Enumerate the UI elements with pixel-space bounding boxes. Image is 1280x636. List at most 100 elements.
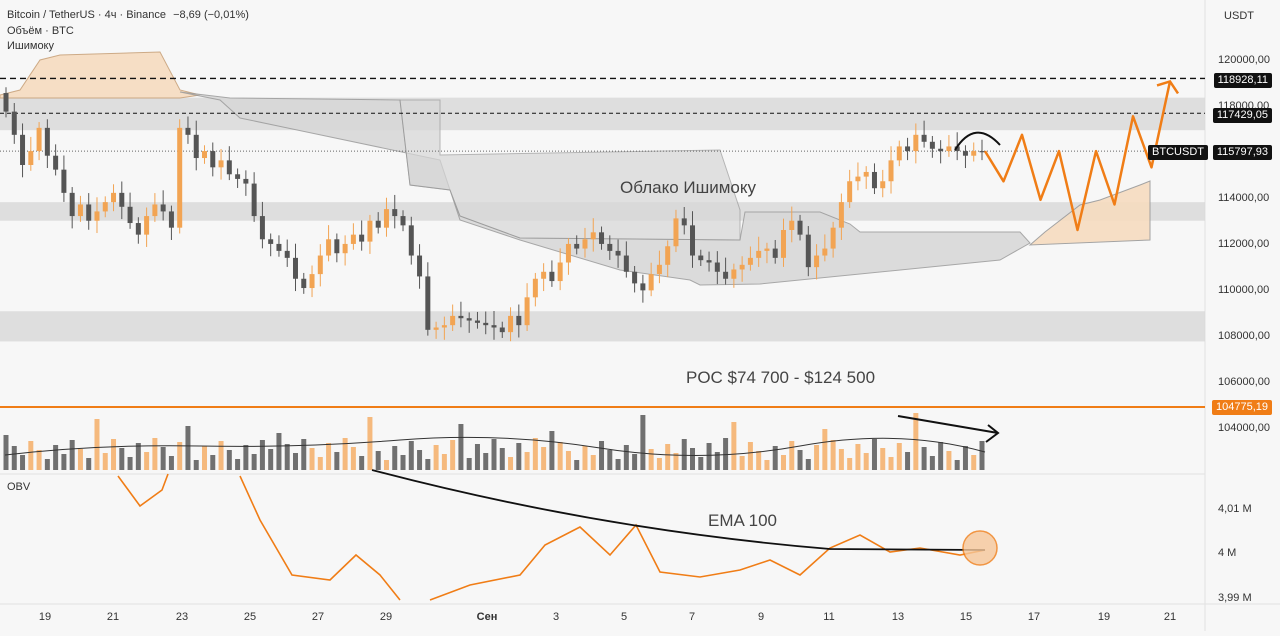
projection-arrowhead (1156, 79, 1180, 95)
volume-bar (714, 452, 720, 470)
candle-body (111, 192, 117, 203)
candle-body (665, 246, 671, 265)
candle-body (516, 315, 522, 326)
volume-bar (94, 419, 100, 470)
volume-bar (971, 455, 977, 470)
volume-bar (441, 454, 447, 470)
candle-body (541, 271, 547, 279)
candle-body (508, 315, 514, 333)
candle-body (557, 262, 563, 282)
candle-body (565, 243, 571, 263)
time-axis-tick: 11 (823, 611, 834, 623)
price-level-tag: 118928,11 (1213, 73, 1272, 88)
symbol-title[interactable]: Bitcoin / TetherUS · 4ч · Binance (7, 9, 166, 21)
candle-body (921, 134, 927, 142)
time-axis-tick: Сен (477, 611, 498, 623)
symbol-header[interactable]: Bitcoin / TetherUS · 4ч · Binance −8,69 … (7, 8, 249, 22)
candle-body (756, 250, 762, 258)
volume-bar (665, 444, 671, 470)
volume-trend-arrowhead (985, 424, 1000, 443)
candle-body (739, 264, 745, 270)
candle-body (185, 127, 191, 135)
candle-body (590, 232, 596, 240)
volume-bar (673, 453, 679, 470)
time-axis-tick: 21 (107, 611, 119, 623)
candle-body (549, 271, 555, 282)
ichimoku-indicator-label[interactable]: Ишимоку (7, 40, 54, 52)
candle-body (433, 327, 439, 330)
candle-body (284, 250, 290, 258)
candle-body (929, 141, 935, 149)
candle-body (450, 315, 456, 326)
volume-bar (623, 445, 629, 470)
volume-bar (292, 453, 298, 470)
candle-body (690, 225, 696, 256)
volume-bar (921, 447, 927, 470)
candle-body (888, 160, 894, 182)
candle-body (673, 218, 679, 247)
support-resistance-zone (0, 311, 1205, 342)
volume-bar (516, 443, 522, 470)
volume-bar (342, 438, 348, 470)
candle-body (202, 151, 208, 159)
obv-axis-tick: 4 M (1218, 547, 1236, 559)
volume-bar (417, 450, 423, 470)
ema-100-line (371, 469, 986, 551)
candle-body (640, 283, 646, 291)
volume-bar (541, 447, 547, 470)
volume-bar (607, 450, 613, 470)
support-resistance-zone (0, 97, 1205, 131)
volume-bar (772, 446, 778, 470)
volume-indicator-label[interactable]: Объём · BTC (7, 25, 74, 37)
volume-bar (574, 460, 580, 470)
volume-bar (44, 459, 50, 470)
candle-body (954, 146, 960, 152)
candle-body (607, 243, 613, 251)
price-axis-tick: 112000,00 (1218, 238, 1269, 250)
candle-body (656, 264, 662, 275)
volume-bar (756, 451, 762, 470)
currency-label[interactable]: USDT (1224, 10, 1254, 22)
candle-body (797, 220, 803, 235)
candle-body (400, 216, 406, 226)
candle-body (127, 206, 133, 224)
candle-body (615, 250, 621, 256)
candle-body (599, 232, 605, 244)
candle-body (962, 151, 968, 156)
candle-body (3, 93, 9, 112)
price-axis-tick: 114000,00 (1218, 192, 1269, 204)
volume-bar (168, 456, 174, 470)
volume-bar (946, 451, 952, 470)
volume-bar (61, 454, 67, 470)
volume-bar (326, 443, 332, 470)
obv-indicator-label[interactable]: OBV (7, 481, 31, 493)
candle-body (855, 176, 861, 182)
candle-body (789, 220, 795, 230)
volume-bar (53, 445, 59, 470)
candle-body (69, 192, 75, 217)
volume-bar (830, 440, 836, 470)
volume-bar (425, 459, 431, 470)
volume-bar (144, 452, 150, 470)
volume-bar (276, 433, 282, 470)
volume-bar (309, 448, 315, 470)
volume-bar (979, 441, 985, 470)
candle-body (714, 262, 720, 272)
candle-body (979, 151, 985, 153)
candle-body (226, 160, 232, 175)
time-axis-tick: 19 (1098, 611, 1110, 623)
volume-bar (28, 441, 34, 470)
candle-body (483, 322, 489, 326)
candle-body (723, 271, 729, 279)
volume-bar (375, 451, 381, 470)
volume-trend-arrow (897, 415, 999, 434)
candle-body (301, 278, 307, 289)
volume-bar (284, 444, 290, 470)
volume-ma-line (4, 436, 986, 457)
volume-bar (615, 459, 621, 470)
obv-axis-tick: 4,01 M (1218, 503, 1252, 515)
time-axis-tick: 27 (312, 611, 324, 623)
time-axis-tick: 3 (553, 611, 559, 623)
